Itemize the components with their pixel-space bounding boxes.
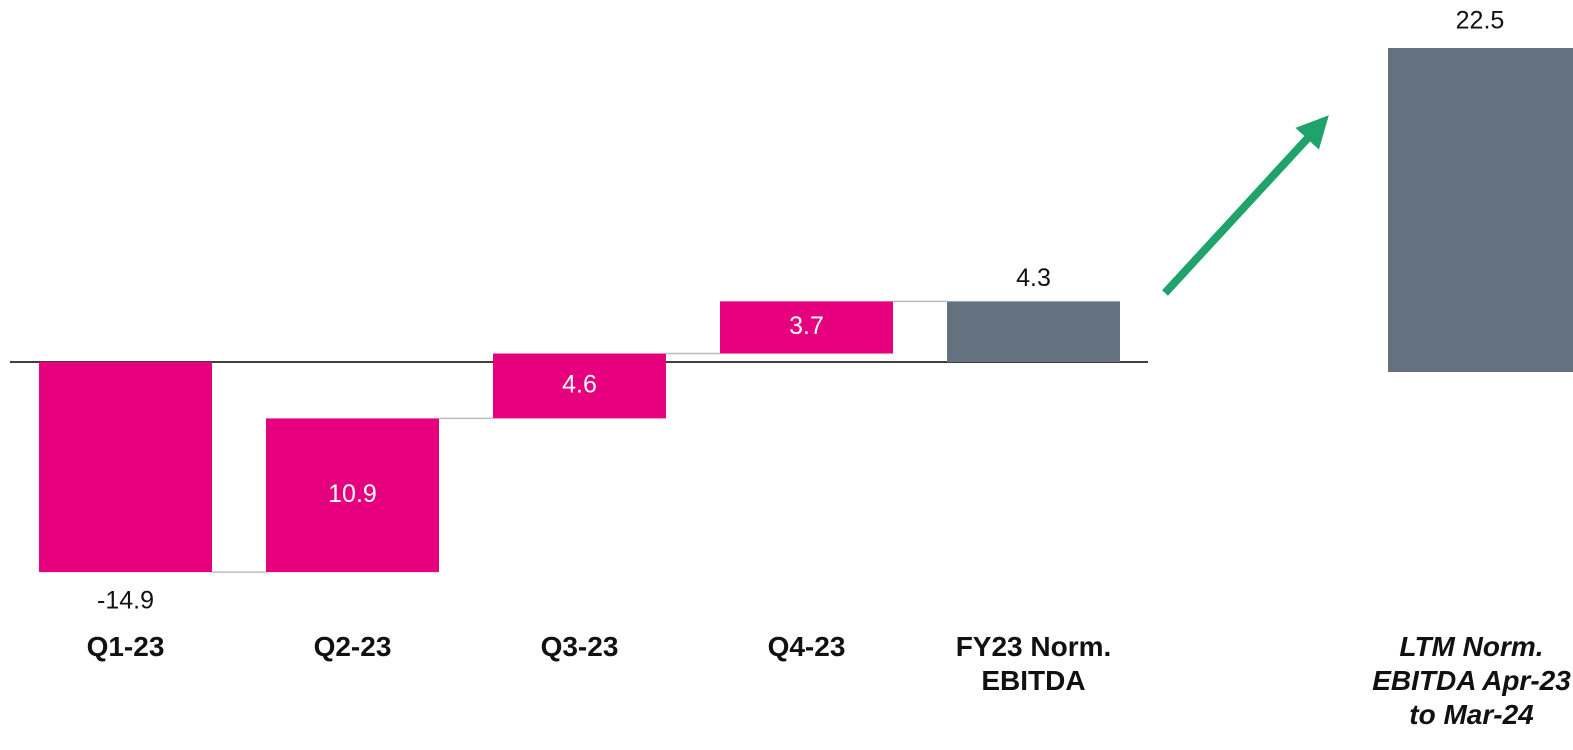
delta-bar: [266, 418, 439, 573]
total-bar: [947, 301, 1120, 362]
value-label: 10.9: [328, 480, 377, 508]
total-bar: [1388, 48, 1573, 372]
arrow: [1162, 115, 1329, 296]
x-tick-label: Q1-23: [86, 631, 165, 662]
x-tick-label: Q3-23: [540, 631, 619, 662]
x-tick-label: Q2-23: [313, 631, 392, 662]
value-label: 22.5: [1456, 7, 1505, 35]
value-label: 4.3: [1016, 264, 1051, 292]
delta-bar: [493, 353, 666, 419]
x-tick-label: Q4-23: [767, 631, 846, 662]
delta-bar: [720, 301, 893, 354]
value-label: 4.6: [562, 371, 597, 399]
value-label: 3.7: [789, 312, 824, 340]
value-label: -14.9: [97, 587, 154, 615]
x-tick-label: FY23 Norm. EBITDA: [955, 631, 1112, 696]
delta-bar: [39, 362, 212, 573]
x-tick-label: LTM Norm. EBITDA Apr-23 to Mar-24: [1372, 631, 1571, 730]
